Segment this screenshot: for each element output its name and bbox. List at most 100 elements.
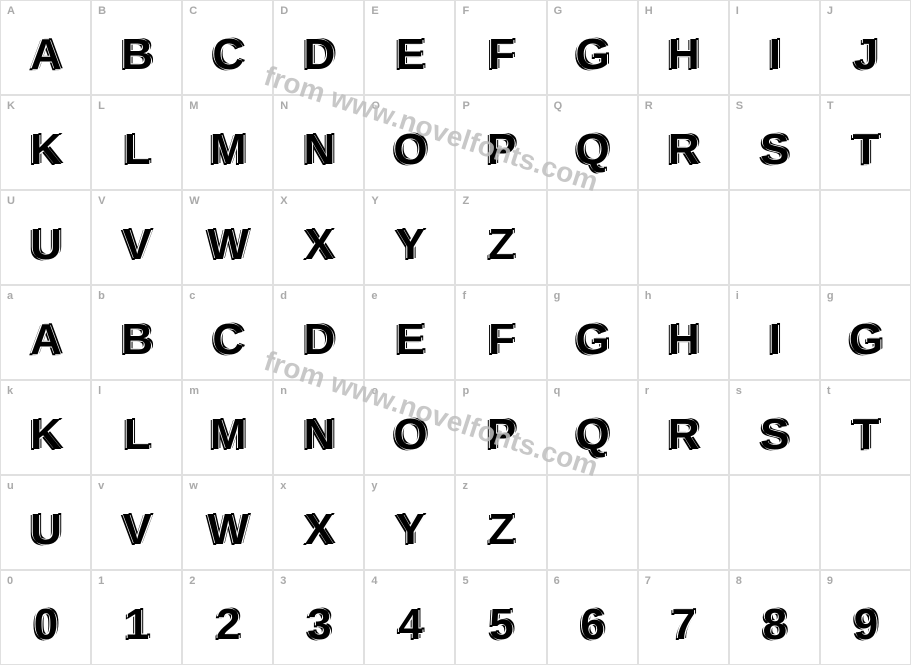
cell-label: g — [827, 290, 834, 302]
cell-glyph: J — [854, 30, 877, 80]
cell-label: E — [371, 5, 378, 17]
cell-glyph: C — [212, 315, 243, 365]
cell-glyph: L — [124, 410, 150, 460]
cell-glyph: Y — [396, 220, 424, 270]
cell-label: z — [462, 480, 468, 492]
cell-glyph: Y — [396, 505, 424, 555]
cell-label: W — [189, 195, 199, 207]
cell-label: H — [645, 5, 653, 17]
cell-glyph: N — [303, 410, 334, 460]
glyph-cell: fF — [455, 285, 546, 380]
cell-glyph: F — [488, 315, 514, 365]
cell-label: 2 — [189, 575, 195, 587]
cell-glyph: 5 — [489, 600, 512, 650]
cell-label: C — [189, 5, 197, 17]
cell-label: N — [280, 100, 288, 112]
cell-label: P — [462, 100, 469, 112]
cell-glyph: 4 — [398, 600, 421, 650]
cell-glyph: E — [396, 315, 424, 365]
cell-label: m — [189, 385, 199, 397]
cell-label: B — [98, 5, 106, 17]
cell-glyph: T — [852, 410, 878, 460]
cell-glyph: M — [210, 125, 246, 175]
cell-glyph: W — [207, 505, 248, 555]
glyph-cell: XX — [273, 190, 364, 285]
cell-label: u — [7, 480, 14, 492]
glyph-cell: BB — [91, 0, 182, 95]
glyph-cell: QQ — [547, 95, 638, 190]
cell-label: 4 — [371, 575, 377, 587]
cell-glyph: V — [122, 505, 150, 555]
glyph-cell: pP — [455, 380, 546, 475]
glyph-cell — [547, 190, 638, 285]
cell-label: x — [280, 480, 286, 492]
cell-glyph: T — [852, 125, 878, 175]
cell-label: 3 — [280, 575, 286, 587]
cell-glyph: K — [30, 125, 61, 175]
cell-label: 1 — [98, 575, 104, 587]
cell-label: 5 — [462, 575, 468, 587]
cell-label: U — [7, 195, 15, 207]
cell-label: w — [189, 480, 198, 492]
glyph-cell: hH — [638, 285, 729, 380]
cell-label: k — [7, 385, 13, 397]
cell-glyph: O — [393, 410, 426, 460]
cell-label: 9 — [827, 575, 833, 587]
glyph-cell: yY — [364, 475, 455, 570]
glyph-cell: II — [729, 0, 820, 95]
cell-label: F — [462, 5, 469, 17]
cell-label: Y — [371, 195, 378, 207]
glyph-cell: eE — [364, 285, 455, 380]
cell-label: L — [98, 100, 105, 112]
glyph-cell: nN — [273, 380, 364, 475]
glyph-cell: wW — [182, 475, 273, 570]
cell-glyph: F — [488, 30, 514, 80]
glyph-cell: 33 — [273, 570, 364, 665]
cell-label: d — [280, 290, 287, 302]
cell-glyph: 3 — [307, 600, 330, 650]
glyph-cell: bB — [91, 285, 182, 380]
glyph-cell: SS — [729, 95, 820, 190]
glyph-cell: aA — [0, 285, 91, 380]
cell-glyph: S — [760, 125, 788, 175]
glyph-cell: JJ — [820, 0, 911, 95]
cell-label: o — [371, 385, 378, 397]
glyph-cell: GG — [547, 0, 638, 95]
cell-glyph: P — [487, 410, 515, 460]
glyph-cell: iI — [729, 285, 820, 380]
cell-label: n — [280, 385, 287, 397]
glyph-cell: 55 — [455, 570, 546, 665]
cell-label: a — [7, 290, 13, 302]
glyph-cell: cC — [182, 285, 273, 380]
glyph-cell: ZZ — [455, 190, 546, 285]
glyph-cell: oO — [364, 380, 455, 475]
cell-glyph: 1 — [125, 600, 148, 650]
cell-glyph: B — [121, 30, 152, 80]
glyph-cell: 22 — [182, 570, 273, 665]
cell-glyph: V — [122, 220, 150, 270]
glyph-cell: WW — [182, 190, 273, 285]
glyph-cell: FF — [455, 0, 546, 95]
glyph-cell: 77 — [638, 570, 729, 665]
cell-glyph: D — [303, 315, 334, 365]
cell-label: R — [645, 100, 653, 112]
cell-label: G — [554, 5, 563, 17]
glyph-cell: gG — [820, 285, 911, 380]
cell-glyph: I — [769, 30, 780, 80]
cell-glyph: 0 — [34, 600, 57, 650]
glyph-cell: 88 — [729, 570, 820, 665]
cell-label: Z — [462, 195, 469, 207]
cell-label: I — [736, 5, 739, 17]
glyph-cell: TT — [820, 95, 911, 190]
glyph-cell: kK — [0, 380, 91, 475]
cell-label: T — [827, 100, 834, 112]
cell-glyph: H — [668, 30, 699, 80]
glyph-cell: EE — [364, 0, 455, 95]
cell-glyph: Z — [488, 505, 514, 555]
glyph-cell: dD — [273, 285, 364, 380]
glyph-cell: vV — [91, 475, 182, 570]
cell-label: 7 — [645, 575, 651, 587]
cell-glyph: Z — [488, 220, 514, 270]
glyph-cell: YY — [364, 190, 455, 285]
glyph-cell: MM — [182, 95, 273, 190]
